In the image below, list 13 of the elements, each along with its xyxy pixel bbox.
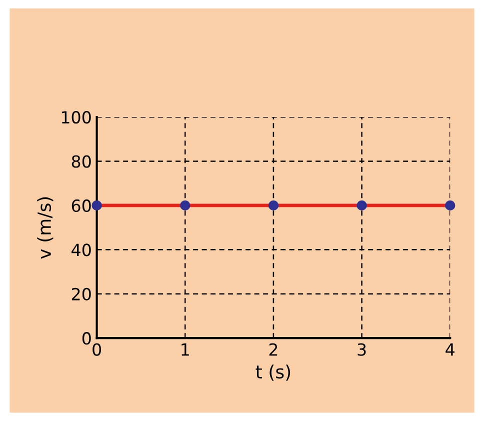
y-axis-title: v (m/s) — [37, 197, 54, 259]
x-tick-label: 2 — [269, 343, 278, 356]
y-tick-label: 40 — [72, 244, 91, 256]
x-tick-label: 0 — [92, 343, 101, 356]
y-tick-label: 100 — [62, 111, 91, 124]
y-tick-label: 80 — [72, 155, 91, 168]
y-tick-label: 0 — [82, 332, 91, 345]
x-tick-label: 4 — [446, 343, 454, 356]
x-axis-title: t (s) — [256, 364, 290, 381]
y-tick-label: 20 — [72, 288, 91, 300]
y-tick-label: 60 — [72, 199, 91, 212]
x-tick-label: 3 — [358, 343, 366, 356]
x-tick-label: 1 — [182, 343, 189, 356]
